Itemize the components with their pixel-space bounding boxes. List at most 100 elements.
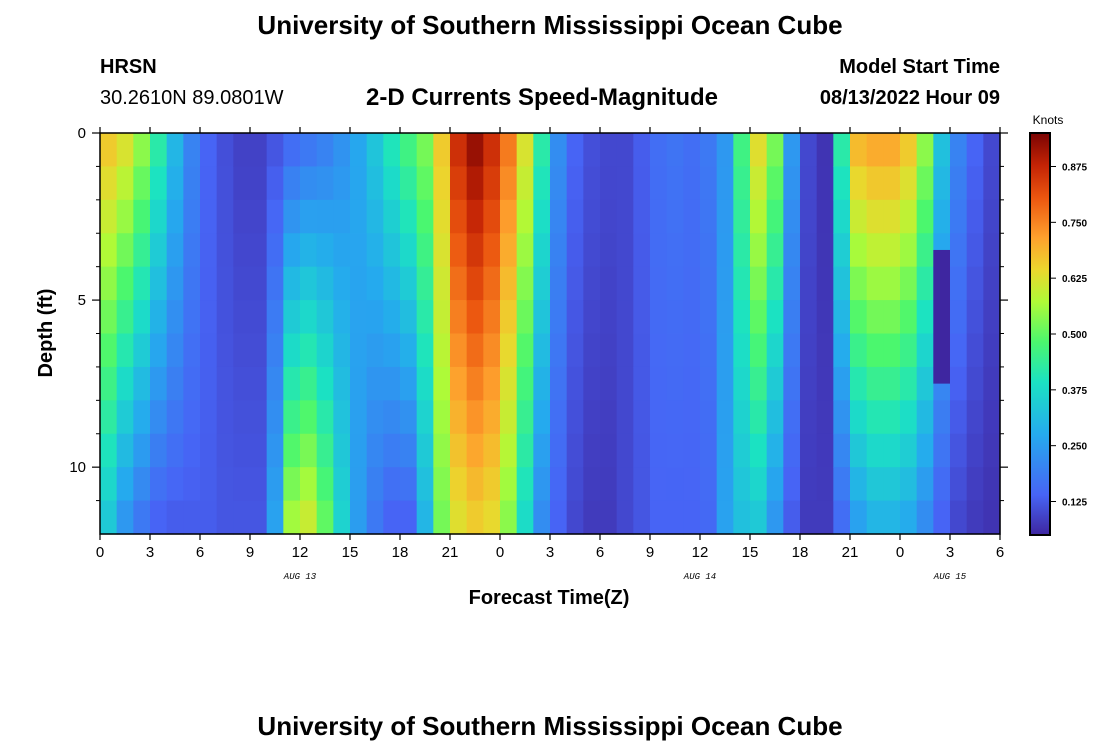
heatmap-cell	[500, 266, 518, 301]
heatmap-cell	[166, 233, 184, 268]
heatmap-cell	[866, 233, 884, 268]
heatmap-cell	[966, 467, 984, 502]
heatmap-cell	[600, 133, 618, 168]
heatmap-cell	[283, 333, 301, 368]
x-tick-label: 15	[342, 544, 359, 561]
heatmap-cell	[600, 266, 618, 301]
heatmap-cell	[683, 133, 701, 168]
colorbar-ticks: 0.125 0.250 0.375 0.500 0.625 0.750 0.875	[1050, 163, 1087, 509]
heatmap-cell	[350, 166, 368, 201]
heatmap-cell	[650, 300, 668, 335]
heatmap-cell	[666, 300, 684, 335]
heatmap-cell	[300, 199, 318, 234]
heatmap-cell	[683, 400, 701, 435]
heatmap-cell	[866, 166, 884, 201]
heatmap-cell	[166, 333, 184, 368]
heatmap-cell	[150, 300, 168, 335]
heatmap-cell	[350, 400, 368, 435]
footer-title: University of Southern Mississippi Ocean…	[257, 711, 843, 741]
heatmap-cell	[716, 366, 734, 401]
heatmap-cell	[400, 467, 418, 502]
heatmap-cell	[883, 233, 901, 268]
heatmap-cell	[916, 400, 934, 435]
heatmap-cell	[533, 133, 551, 168]
heatmap-cell	[583, 467, 601, 502]
heatmap-cell	[316, 133, 334, 168]
heatmap-cell	[500, 366, 518, 401]
heatmap-cell	[133, 233, 151, 268]
heatmap-cell	[316, 467, 334, 502]
heatmap-cell	[716, 333, 734, 368]
heatmap-cell	[116, 266, 134, 301]
heatmap-cell	[233, 266, 251, 301]
heatmap-cell	[716, 233, 734, 268]
heatmap-cell	[700, 400, 718, 435]
heatmap-cell	[383, 266, 401, 301]
heatmap-cell	[516, 500, 534, 535]
x-tick-label: 18	[792, 544, 809, 561]
heatmap-cell	[700, 199, 718, 234]
heatmap-cell	[333, 333, 351, 368]
heatmap-cell	[783, 266, 801, 301]
heatmap-cell	[100, 400, 118, 435]
heatmap-cell	[183, 199, 201, 234]
heatmap-cell	[200, 400, 218, 435]
heatmap-cell	[100, 500, 118, 535]
heatmap-cell	[433, 300, 451, 335]
heatmap-cell	[583, 233, 601, 268]
heatmap-cell	[200, 266, 218, 301]
heatmap-cell	[400, 233, 418, 268]
heatmap-cell	[400, 300, 418, 335]
heatmap-cell	[566, 266, 584, 301]
heatmap-cell	[833, 467, 851, 502]
heatmap-cell	[850, 333, 868, 368]
heatmap-cell	[783, 467, 801, 502]
heatmap-cell	[766, 300, 784, 335]
heatmap-cell	[366, 366, 384, 401]
heatmap-cell	[700, 467, 718, 502]
heatmap-cell	[933, 133, 951, 168]
heatmap-cell	[750, 266, 768, 301]
heatmap-cell	[550, 433, 568, 468]
heatmap-cell	[983, 300, 1001, 335]
heatmap-cell	[883, 133, 901, 168]
heatmap-cell	[816, 266, 834, 301]
heatmap-cell	[600, 233, 618, 268]
heatmap-cell	[133, 333, 151, 368]
heatmap-cell	[900, 266, 918, 301]
heatmap-cell	[566, 166, 584, 201]
heatmap-cell	[633, 199, 651, 234]
heatmap-cell	[300, 433, 318, 468]
colorbar-tick-label: 0.625	[1062, 274, 1087, 285]
heatmap-cell	[650, 133, 668, 168]
heatmap-cell	[316, 400, 334, 435]
heatmap-cell	[266, 233, 284, 268]
heatmap-cell	[433, 133, 451, 168]
heatmap-cell	[866, 133, 884, 168]
heatmap-cell	[300, 133, 318, 168]
heatmap-cell	[266, 433, 284, 468]
heatmap-cell	[466, 199, 484, 234]
heatmap-cell	[616, 467, 634, 502]
heatmap-cell	[900, 500, 918, 535]
y-axis-label: Depth (ft)	[35, 289, 57, 378]
heatmap-cell	[350, 433, 368, 468]
heatmap-cell	[366, 133, 384, 168]
heatmap-cell	[800, 133, 818, 168]
heatmap-cell	[433, 166, 451, 201]
heatmap-cell	[466, 166, 484, 201]
heatmap-cell	[650, 166, 668, 201]
heatmap-cell	[116, 333, 134, 368]
heatmap-cell	[366, 300, 384, 335]
heatmap-cell	[133, 266, 151, 301]
heatmap-cell	[266, 133, 284, 168]
heatmap-cell	[700, 133, 718, 168]
heatmap-cell	[566, 333, 584, 368]
heatmap-cell	[633, 133, 651, 168]
heatmap-cell	[483, 133, 501, 168]
heatmap-cell	[283, 133, 301, 168]
heatmap-cell	[450, 266, 468, 301]
heatmap-cell	[816, 199, 834, 234]
x-tick-label: 21	[842, 544, 859, 561]
heatmap-cell	[266, 400, 284, 435]
